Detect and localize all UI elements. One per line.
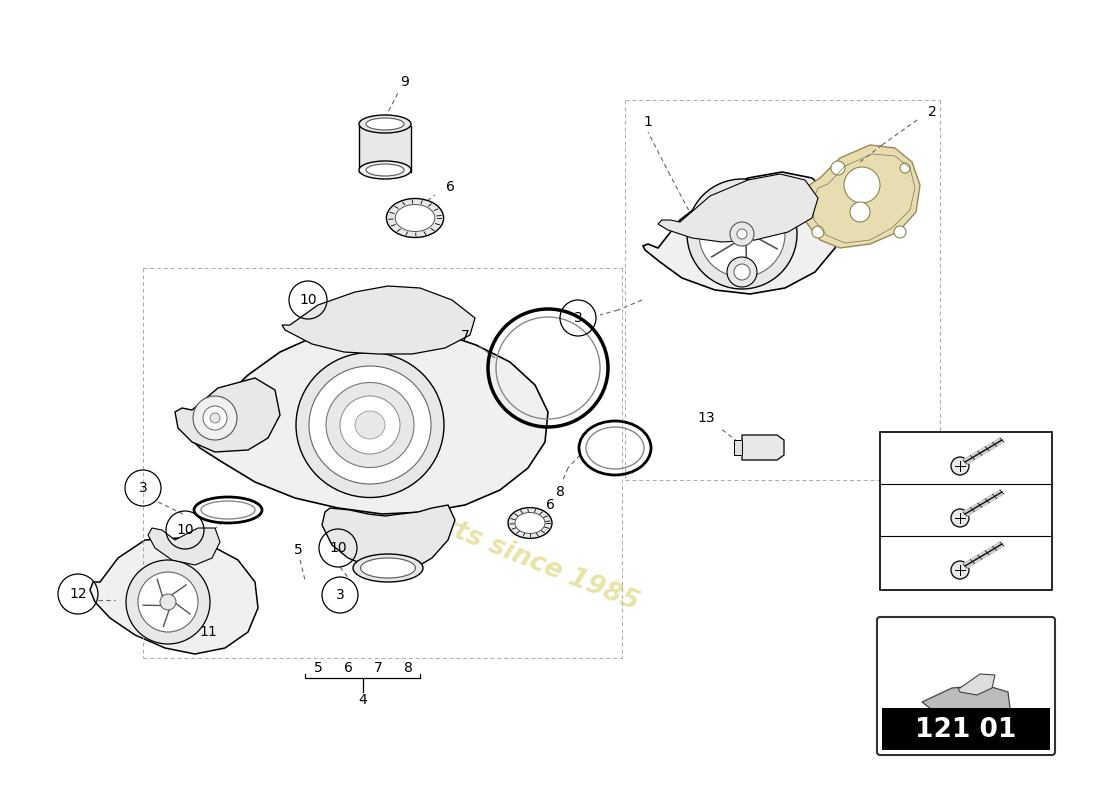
Circle shape xyxy=(730,222,754,246)
Ellipse shape xyxy=(326,382,414,467)
Text: 5: 5 xyxy=(294,543,302,557)
Circle shape xyxy=(952,561,969,579)
Polygon shape xyxy=(803,145,920,248)
Ellipse shape xyxy=(515,513,544,534)
Text: 3: 3 xyxy=(336,588,344,602)
Circle shape xyxy=(210,413,220,423)
Polygon shape xyxy=(734,440,742,455)
Text: 3: 3 xyxy=(139,481,147,495)
Text: 7: 7 xyxy=(461,329,470,343)
Text: 1: 1 xyxy=(644,115,652,129)
Ellipse shape xyxy=(355,411,385,439)
Text: 12: 12 xyxy=(890,449,914,467)
Polygon shape xyxy=(922,685,1010,722)
Bar xyxy=(882,708,1050,750)
Ellipse shape xyxy=(359,115,411,133)
Ellipse shape xyxy=(359,161,411,179)
Polygon shape xyxy=(658,174,818,242)
Ellipse shape xyxy=(386,198,443,238)
Ellipse shape xyxy=(309,366,431,484)
Text: 10: 10 xyxy=(329,541,346,555)
Text: 11: 11 xyxy=(199,625,217,639)
Circle shape xyxy=(900,163,910,173)
Text: 7: 7 xyxy=(374,661,383,675)
Text: 3: 3 xyxy=(573,311,582,325)
Text: 10: 10 xyxy=(176,523,194,537)
Polygon shape xyxy=(322,505,455,570)
Polygon shape xyxy=(958,674,996,695)
Text: 8: 8 xyxy=(404,661,412,675)
Text: 10: 10 xyxy=(890,501,914,519)
Text: 121 01: 121 01 xyxy=(915,717,1016,743)
FancyBboxPatch shape xyxy=(877,617,1055,755)
Circle shape xyxy=(830,161,845,175)
Circle shape xyxy=(734,264,750,280)
Ellipse shape xyxy=(353,554,424,582)
Circle shape xyxy=(160,594,176,610)
Polygon shape xyxy=(644,172,840,294)
Ellipse shape xyxy=(340,396,400,454)
Text: 5: 5 xyxy=(314,661,322,675)
Text: 2: 2 xyxy=(927,105,936,119)
Ellipse shape xyxy=(296,353,444,498)
Text: 3: 3 xyxy=(895,553,909,571)
Circle shape xyxy=(952,457,969,475)
Ellipse shape xyxy=(361,558,416,578)
Polygon shape xyxy=(192,325,548,514)
Polygon shape xyxy=(282,286,475,354)
Text: 10: 10 xyxy=(299,293,317,307)
Text: 6: 6 xyxy=(546,498,554,512)
Circle shape xyxy=(204,406,227,430)
Text: 4: 4 xyxy=(359,693,367,707)
Circle shape xyxy=(688,179,798,289)
Text: 13: 13 xyxy=(697,411,715,425)
Circle shape xyxy=(894,226,906,238)
Text: 9: 9 xyxy=(400,75,409,89)
Polygon shape xyxy=(148,528,220,565)
Text: 8: 8 xyxy=(556,485,564,499)
Text: 6: 6 xyxy=(446,180,454,194)
Ellipse shape xyxy=(395,205,434,231)
Polygon shape xyxy=(175,378,280,452)
Polygon shape xyxy=(742,435,784,460)
Polygon shape xyxy=(359,126,411,172)
Circle shape xyxy=(192,396,236,440)
Circle shape xyxy=(850,202,870,222)
Bar xyxy=(880,432,1052,590)
Circle shape xyxy=(844,167,880,203)
Ellipse shape xyxy=(366,164,404,176)
Ellipse shape xyxy=(366,118,404,130)
Text: 12: 12 xyxy=(69,587,87,601)
Circle shape xyxy=(737,229,747,239)
Ellipse shape xyxy=(508,508,552,538)
Circle shape xyxy=(952,509,969,527)
Circle shape xyxy=(126,560,210,644)
Circle shape xyxy=(698,191,785,277)
Text: a passion for parts since 1985: a passion for parts since 1985 xyxy=(217,424,642,616)
Text: 6: 6 xyxy=(343,661,352,675)
Polygon shape xyxy=(90,538,258,654)
Circle shape xyxy=(727,257,757,287)
Circle shape xyxy=(812,226,824,238)
Circle shape xyxy=(138,572,198,632)
